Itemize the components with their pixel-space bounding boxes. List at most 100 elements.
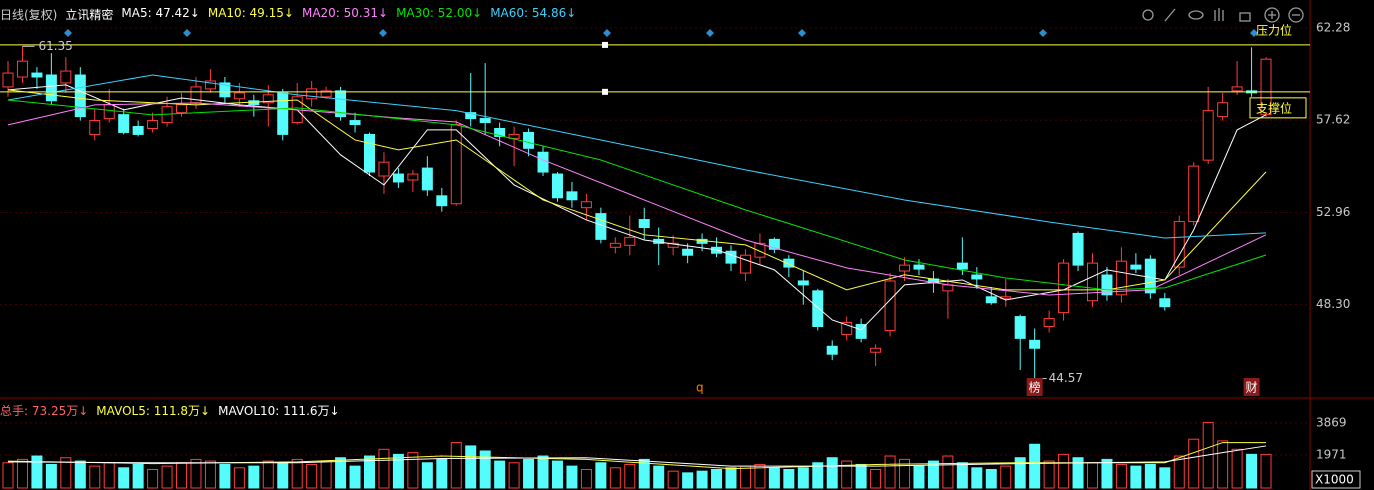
- y-tick-label: 3869: [1316, 415, 1347, 429]
- ma-line: [7, 99, 1267, 291]
- candle-body: [204, 80, 216, 90]
- volume-bar: [768, 467, 780, 489]
- volume-bar: [118, 467, 130, 489]
- candle-body: [971, 274, 983, 280]
- candle-body: [1130, 264, 1142, 270]
- candle-body: [1217, 102, 1229, 118]
- candle-body: [783, 258, 795, 268]
- y-tick-label: 1971: [1316, 447, 1347, 461]
- indicator-label: MA10: 49.15↓: [207, 6, 294, 20]
- volume-bar: [899, 458, 911, 489]
- volume-bar: [783, 468, 795, 489]
- candle-body: [768, 238, 780, 250]
- candle-body: [1173, 221, 1185, 268]
- toolbar[interactable]: [1142, 7, 1304, 23]
- volume-bar: [364, 455, 375, 489]
- volume-bar: [407, 452, 419, 489]
- candle-body: [537, 151, 549, 173]
- high-label: 61.35: [38, 39, 72, 53]
- volume-bar: [1000, 465, 1012, 489]
- volume-bar: [523, 458, 535, 489]
- volume-bar: [1217, 440, 1229, 489]
- volume-bar: [335, 457, 347, 489]
- ma-line: [7, 445, 1267, 467]
- candle-body: [609, 242, 621, 248]
- candle-body: [277, 92, 289, 135]
- volume-bar: [927, 460, 939, 489]
- candle-body: [60, 70, 72, 84]
- period: 日线(复权): [0, 8, 58, 22]
- volume-bar: [667, 470, 679, 489]
- y-tick-label: 48.30: [1316, 297, 1350, 311]
- volume-bar: [884, 455, 896, 489]
- volume-bar: [1058, 453, 1070, 489]
- volume-bar: [580, 468, 592, 489]
- volume-bar: [609, 467, 621, 489]
- y-tick-label: 57.62: [1316, 113, 1350, 127]
- volume-bar: [1130, 465, 1142, 489]
- volume-bar: [494, 460, 506, 489]
- volume-bar: [841, 460, 853, 489]
- candle-body: [1101, 274, 1113, 296]
- volume-bar: [436, 458, 448, 489]
- volume-bar: [161, 465, 173, 489]
- volume-bar: [797, 467, 809, 489]
- volume-bar: [711, 468, 723, 489]
- volume-bar: [1115, 463, 1127, 489]
- volume-bar: [725, 467, 737, 489]
- candle-body: [566, 191, 578, 201]
- candle-body: [320, 90, 332, 98]
- candle-body: [1029, 339, 1041, 349]
- volume-bar: [1173, 455, 1185, 489]
- candle-body: [1202, 110, 1214, 161]
- volume-bar: [638, 458, 650, 489]
- volume-bar: [349, 465, 361, 489]
- candle-body: [812, 290, 824, 327]
- candle-body: [899, 264, 911, 272]
- volume-bar: [870, 468, 882, 489]
- volume-bar: [1029, 443, 1041, 489]
- volume-bar: [1260, 453, 1272, 489]
- volume-bar: [204, 460, 216, 489]
- volume-bar: [624, 463, 636, 489]
- candle-body: [884, 280, 896, 331]
- volume-bar: [306, 463, 318, 489]
- indicator-label: MAVOL5: 111.8万↓: [96, 404, 211, 418]
- candle-body: [1231, 86, 1243, 92]
- volume-bar: [595, 462, 607, 489]
- candle-body: [118, 114, 130, 133]
- main-header: 日线(复权) 立讯精密 MA5: 47.42↓ MA10: 49.15↓ MA20:…: [0, 6, 576, 23]
- volume-bar: [31, 455, 43, 489]
- volume-bar: [45, 463, 57, 489]
- candle-body: [450, 124, 462, 205]
- volume-bar: [508, 462, 520, 489]
- support-box: [1249, 97, 1307, 119]
- candle-body: [1159, 298, 1171, 308]
- level-handle: [602, 41, 608, 48]
- candle-body: [262, 94, 274, 104]
- volume-bar: [103, 462, 115, 489]
- volume-bar: [855, 463, 867, 489]
- indicator-label: MAVOL10: 111.6万↓: [218, 404, 340, 418]
- candle-body: [306, 88, 318, 100]
- indicator-label: MA5: 47.42↓: [121, 6, 200, 20]
- volume-bar: [233, 467, 245, 489]
- volume-bar: [176, 462, 188, 489]
- candle-body: [494, 127, 506, 137]
- candle-body: [233, 92, 245, 100]
- candle-body: [1014, 316, 1026, 339]
- volume-bar: [956, 462, 968, 489]
- volume-bar: [1231, 448, 1243, 489]
- volume-bar: [89, 465, 101, 489]
- candle-body: [378, 161, 390, 177]
- volume-bar: [248, 465, 260, 489]
- candle-body: [826, 345, 838, 355]
- candle-body: [147, 120, 159, 129]
- candle-body: [392, 173, 404, 183]
- candle-body: [364, 133, 375, 173]
- resistance-label: 压力位: [1256, 22, 1292, 37]
- candle-body: [508, 133, 520, 139]
- candle-body: [1087, 262, 1098, 302]
- volume-bar: [147, 468, 159, 489]
